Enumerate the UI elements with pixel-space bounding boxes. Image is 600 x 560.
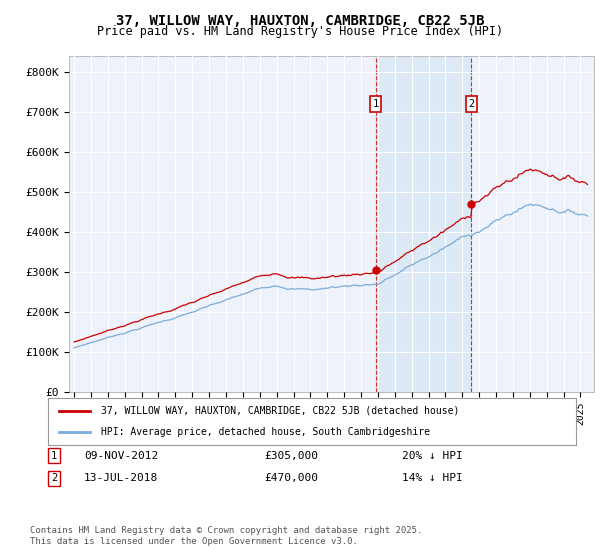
Text: 13-JUL-2018: 13-JUL-2018 — [84, 473, 158, 483]
Text: 2: 2 — [469, 99, 475, 109]
Text: 1: 1 — [51, 451, 57, 461]
Text: 20% ↓ HPI: 20% ↓ HPI — [402, 451, 463, 461]
Text: Contains HM Land Registry data © Crown copyright and database right 2025.
This d: Contains HM Land Registry data © Crown c… — [30, 526, 422, 546]
Text: Price paid vs. HM Land Registry's House Price Index (HPI): Price paid vs. HM Land Registry's House … — [97, 25, 503, 38]
Text: £470,000: £470,000 — [264, 473, 318, 483]
Text: HPI: Average price, detached house, South Cambridgeshire: HPI: Average price, detached house, Sout… — [101, 427, 430, 437]
Text: 14% ↓ HPI: 14% ↓ HPI — [402, 473, 463, 483]
Text: 2: 2 — [51, 473, 57, 483]
Text: 37, WILLOW WAY, HAUXTON, CAMBRIDGE, CB22 5JB (detached house): 37, WILLOW WAY, HAUXTON, CAMBRIDGE, CB22… — [101, 406, 459, 416]
Text: 37, WILLOW WAY, HAUXTON, CAMBRIDGE, CB22 5JB: 37, WILLOW WAY, HAUXTON, CAMBRIDGE, CB22… — [116, 14, 484, 28]
Text: 1: 1 — [373, 99, 379, 109]
Text: 09-NOV-2012: 09-NOV-2012 — [84, 451, 158, 461]
Bar — [376, 56, 472, 392]
Text: £305,000: £305,000 — [264, 451, 318, 461]
